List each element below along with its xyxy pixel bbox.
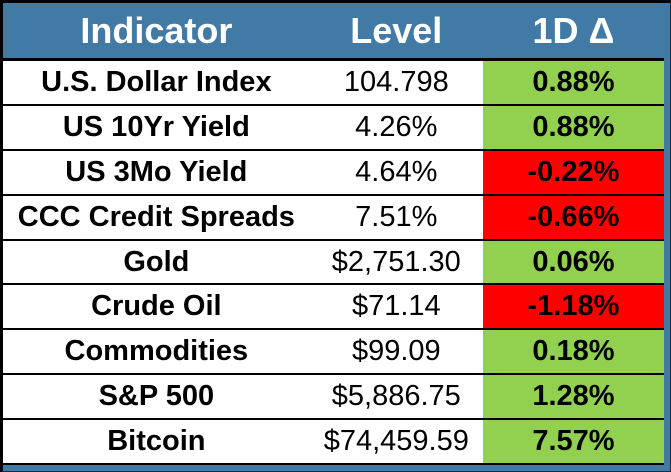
level-cell: $74,459.59 — [323, 425, 469, 458]
table-row: US 3Mo Yield 4.64% -0.22% — [3, 150, 664, 196]
delta-cell: 0.88% — [482, 105, 664, 149]
table-row: Gold $2,751.30 0.06% — [3, 240, 664, 286]
indicator-cell: Commodities — [64, 335, 249, 368]
delta-cell: 0.88% — [482, 61, 664, 104]
level-cell: $99.09 — [351, 335, 441, 368]
delta-cell: -0.66% — [482, 195, 664, 239]
indicator-cell: CCC Credit Spreads — [17, 200, 295, 233]
table-row: S&P 500 $5,886.75 1.28% — [3, 375, 664, 421]
level-cell: $71.14 — [351, 290, 441, 323]
delta-cell: -0.22% — [482, 150, 664, 194]
table-body: U.S. Dollar Index 104.798 0.88% US 10Yr … — [3, 61, 664, 466]
indicators-table: Indicator Level 1D Δ U.S. Dollar Index 1… — [3, 3, 664, 466]
indicator-cell: Gold — [123, 245, 190, 278]
table-row: Bitcoin $74,459.59 7.57% — [3, 420, 664, 466]
indicator-cell: U.S. Dollar Index — [41, 65, 272, 98]
table-row: U.S. Dollar Index 104.798 0.88% — [3, 61, 664, 106]
header-indicator: Indicator — [80, 9, 233, 51]
indicator-cell: S&P 500 — [98, 380, 215, 413]
table-header-row: Indicator Level 1D Δ — [3, 3, 664, 61]
level-cell: $2,751.30 — [331, 245, 461, 278]
header-1d-delta: 1D Δ — [532, 9, 615, 51]
level-cell: 4.26% — [355, 110, 438, 143]
indicator-cell: Crude Oil — [91, 290, 222, 323]
level-cell: 104.798 — [343, 65, 449, 98]
header-level: Level — [350, 9, 443, 51]
indicator-cell: Bitcoin — [107, 425, 206, 458]
level-cell: $5,886.75 — [331, 380, 461, 413]
delta-cell: 1.28% — [482, 375, 664, 419]
indicator-cell: US 10Yr Yield — [62, 110, 250, 143]
table-row: Crude Oil $71.14 -1.18% — [3, 285, 664, 331]
delta-cell: 7.57% — [482, 420, 664, 464]
delta-cell: -1.18% — [482, 285, 664, 329]
level-cell: 7.51% — [355, 200, 438, 233]
table-row: CCC Credit Spreads 7.51% -0.66% — [3, 195, 664, 241]
table-row: US 10Yr Yield 4.26% 0.88% — [3, 105, 664, 151]
delta-cell: 0.06% — [482, 240, 664, 284]
table-row: Commodities $99.09 0.18% — [3, 330, 664, 376]
level-cell: 4.64% — [355, 155, 438, 188]
indicator-cell: US 3Mo Yield — [65, 155, 248, 188]
delta-cell: 0.18% — [482, 330, 664, 374]
